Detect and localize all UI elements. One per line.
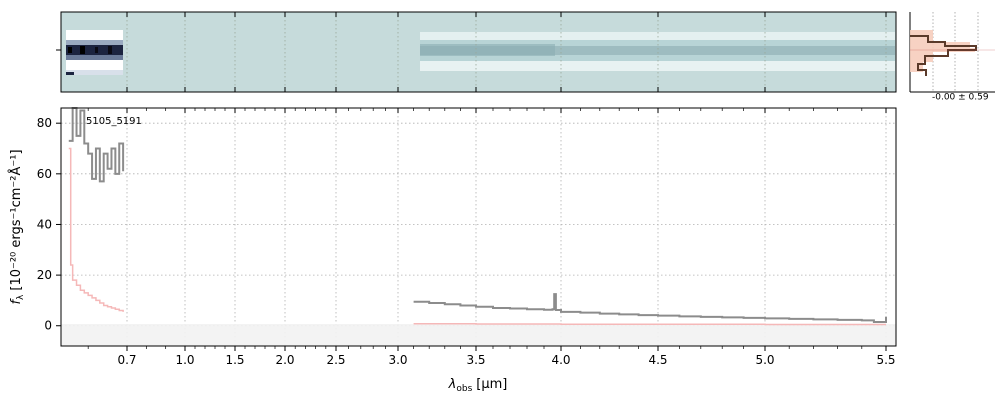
y-axis: 0 20 40 60 80: [37, 116, 61, 333]
x-tick-label: 1.0: [175, 353, 194, 367]
y-axis-label-main: f: [9, 298, 24, 305]
profile-inset: -0.00 ± 0.59: [909, 12, 995, 103]
twod-x-ticks: [126, 12, 887, 92]
x-tick-label: 1.5: [225, 353, 244, 367]
y-tick-label: 60: [37, 167, 52, 181]
x-axis-label: λobs [μm]: [448, 377, 508, 394]
y-axis-label: fλ [10⁻²⁰ ergs⁻¹cm⁻²Å⁻¹]: [8, 149, 26, 304]
object-label: 5105_5191: [86, 116, 142, 127]
profile-inset-label: -0.00 ± 0.59: [932, 93, 989, 103]
y-tick-label: 20: [37, 268, 52, 282]
series-prism_blue_flux: [68, 107, 125, 183]
x-axis-label-unit: [μm]: [476, 377, 507, 392]
y-tick-label: 0: [44, 319, 52, 333]
x-axis-label-sub: obs: [456, 384, 472, 394]
series-nircam_flux: [413, 293, 887, 323]
x-axis: 0.7 1.0 1.5 2.0 2.5 3.0 3.5 4.0 4.5 5.0 5.5: [87, 108, 896, 367]
twod-trace-blue: [66, 30, 123, 75]
x-tick-label: 0.7: [117, 353, 136, 367]
y-axis-label-unit: [10⁻²⁰ ergs⁻¹cm⁻²Å⁻¹]: [8, 149, 24, 290]
plot-frame: [60, 107, 897, 347]
series-nircam_error: [413, 322, 886, 326]
y-tick-label: 80: [37, 116, 52, 130]
y-axis-label-sub: λ: [16, 294, 26, 300]
profile-model-fill: [910, 30, 975, 72]
spectrum-panel: 0.7 1.0 1.5 2.0 2.5 3.0 3.5 4.0 4.5 5.0 5.5 0 20 40 6…: [37, 107, 897, 367]
x-tick-label: 2.5: [326, 353, 345, 367]
x-tick-label: 5.0: [755, 353, 774, 367]
x-tick-label: 3.5: [466, 353, 485, 367]
zero-band: [61, 324, 896, 346]
x-tick-label: 4.5: [648, 353, 667, 367]
plot-area: [61, 108, 896, 346]
x-tick-label: 5.5: [876, 353, 895, 367]
series-layer: [68, 107, 887, 326]
x-tick-label: 2.0: [275, 353, 294, 367]
x-tick-label: 4.0: [551, 353, 570, 367]
twod-panel: [56, 11, 897, 93]
series-prism_blue_error: [68, 147, 124, 312]
x-axis-label-main: λ: [448, 377, 457, 392]
x-tick-label: 3.0: [388, 353, 407, 367]
y-tick-label: 40: [37, 217, 52, 231]
twod-trace-red: [420, 32, 895, 71]
